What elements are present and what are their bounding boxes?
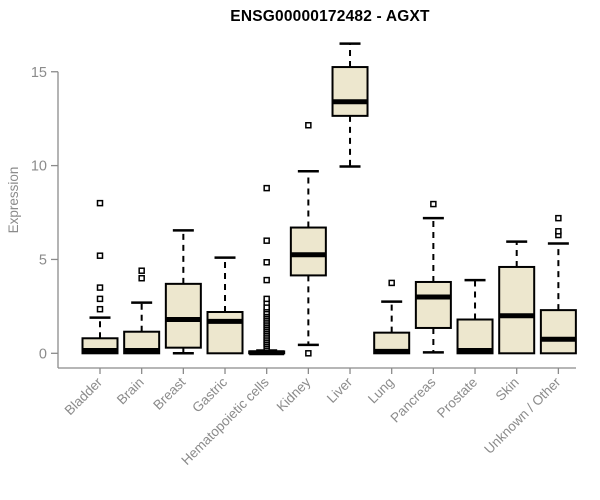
x-tick-label-bladder: Bladder xyxy=(62,374,106,418)
outlier-point xyxy=(388,279,395,287)
box-pancreas xyxy=(414,200,452,354)
chart-title: ENSG00000172482 - AGXT xyxy=(230,8,430,25)
outlier-point xyxy=(138,267,145,274)
x-tick-label-skin: Skin xyxy=(493,375,522,404)
outlier-point xyxy=(263,259,270,266)
y-tick-label-15: 15 xyxy=(31,65,47,81)
iqr-box xyxy=(414,280,452,329)
y-tick-label-5: 5 xyxy=(39,252,47,268)
outlier-point xyxy=(305,121,312,129)
outlier-point xyxy=(430,200,437,208)
box-skin xyxy=(498,240,536,355)
outlier-point xyxy=(138,274,145,282)
outlier-point xyxy=(96,252,104,259)
box-breast xyxy=(164,229,202,355)
outlier-point xyxy=(555,228,562,235)
iqr-box xyxy=(206,311,244,355)
outlier-point xyxy=(96,305,104,313)
x-tick-label-brain: Brain xyxy=(114,375,147,408)
iqr-box xyxy=(456,318,494,355)
outlier-point xyxy=(96,199,104,207)
iqr-box xyxy=(331,66,369,117)
box-bladder xyxy=(81,199,119,355)
box-unknown-other xyxy=(539,214,577,355)
x-tick-label-unknown-other: Unknown / Other xyxy=(481,374,564,457)
x-tick-label-kidney: Kidney xyxy=(274,374,314,414)
outlier-point xyxy=(305,350,312,357)
box-kidney xyxy=(289,121,327,357)
x-tick-label-prostate: Prostate xyxy=(434,375,480,421)
box-gastric xyxy=(206,256,244,355)
x-tick-label-breast: Breast xyxy=(150,374,188,412)
outlier-point xyxy=(263,276,270,284)
outlier-point xyxy=(96,295,104,303)
box-prostate xyxy=(456,278,494,355)
outlier-point xyxy=(263,295,270,303)
x-tick-label-lung: Lung xyxy=(365,375,397,407)
iqr-box xyxy=(164,282,202,349)
outlier-point xyxy=(555,214,562,222)
box-liver xyxy=(331,42,369,168)
x-tick-label-liver: Liver xyxy=(324,374,356,406)
box-lung xyxy=(373,279,411,355)
box-hematopoietic-cells xyxy=(248,184,286,356)
y-tick-label-10: 10 xyxy=(31,159,47,175)
iqr-box xyxy=(498,265,536,355)
y-tick-label-0: 0 xyxy=(39,346,47,362)
box-brain xyxy=(123,267,161,355)
iqr-box xyxy=(289,226,327,277)
x-tick-label-gastric: Gastric xyxy=(189,374,230,415)
x-tick-label-pancreas: Pancreas xyxy=(388,374,439,425)
outlier-point xyxy=(96,284,104,291)
outlier-point xyxy=(263,184,270,192)
iqr-box xyxy=(123,330,161,355)
iqr-box xyxy=(539,309,577,355)
outlier-point xyxy=(263,237,270,244)
